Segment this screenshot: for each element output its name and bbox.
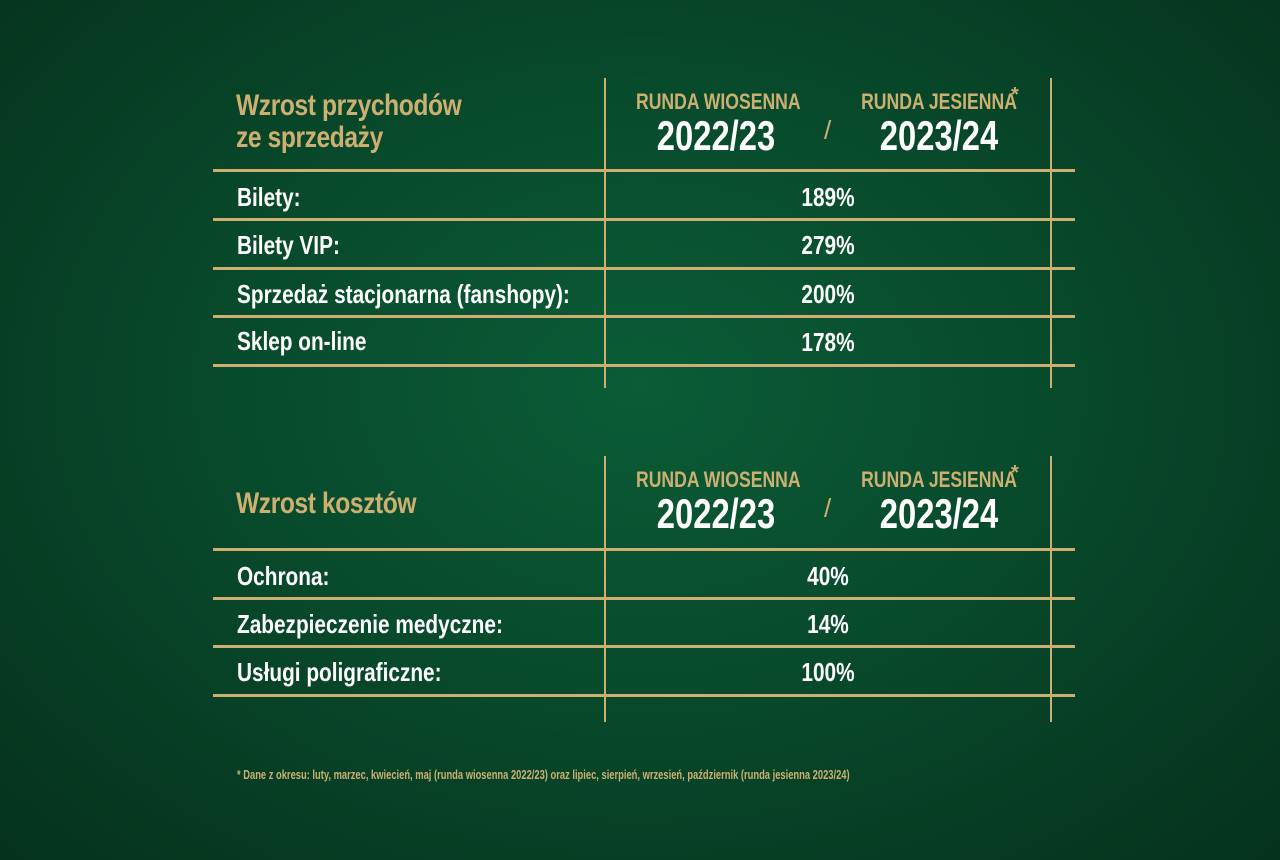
section-title: Wzrost kosztów [236,487,417,520]
row-divider [213,694,1075,697]
row-label: Bilety: [237,182,301,212]
footnote-marker: * [1011,84,1019,106]
row-value: 178% [801,327,855,357]
row-divider [213,315,1075,318]
row-divider [213,364,1075,367]
row-divider [213,548,1075,551]
row-divider [213,597,1075,600]
row-label: Bilety VIP: [237,230,340,260]
row-label: Ochrona: [237,561,330,591]
period-year: 2023/24 [879,112,999,159]
row-value: 279% [801,230,855,260]
period-separator: / [824,115,832,145]
period-autumn: RUNDA JESIENNA 2023/24 [839,90,1039,158]
period-spring: RUNDA WIOSENNA 2022/23 [616,468,816,536]
row-label: Sprzedaż stacjonarna (fanshopy): [237,279,570,309]
column-divider-left [604,78,606,388]
period-separator: / [824,493,832,523]
row-value: 100% [801,657,855,687]
row-value: 189% [801,182,855,212]
period-spring: RUNDA WIOSENNA 2022/23 [616,90,816,158]
period-label: RUNDA JESIENNA [861,89,1017,114]
period-autumn: RUNDA JESIENNA 2023/24 [839,468,1039,536]
row-label: Zabezpieczenie medyczne: [237,609,503,639]
period-year: 2022/23 [656,490,776,537]
row-value: 40% [807,561,849,591]
footnote-marker: * [1011,462,1019,484]
footnote: * Dane z okresu: luty, marzec, kwiecień,… [237,767,850,782]
row-divider [213,169,1075,172]
row-divider [213,645,1075,648]
period-label: RUNDA WIOSENNA [636,467,801,492]
row-value: 200% [801,279,855,309]
row-divider [213,218,1075,221]
row-label: Usługi poligraficzne: [237,657,442,687]
period-year: 2022/23 [656,112,776,159]
period-label: RUNDA JESIENNA [861,467,1017,492]
period-label: RUNDA WIOSENNA [636,89,801,114]
column-divider-right [1050,456,1052,722]
row-value: 14% [807,609,849,639]
row-label: Sklep on-line [237,326,367,356]
period-year: 2023/24 [879,490,999,537]
column-divider-left [604,456,606,722]
section-title: Wzrost przychodów ze sprzedaży [236,89,462,154]
row-divider [213,267,1075,270]
column-divider-right [1050,78,1052,388]
